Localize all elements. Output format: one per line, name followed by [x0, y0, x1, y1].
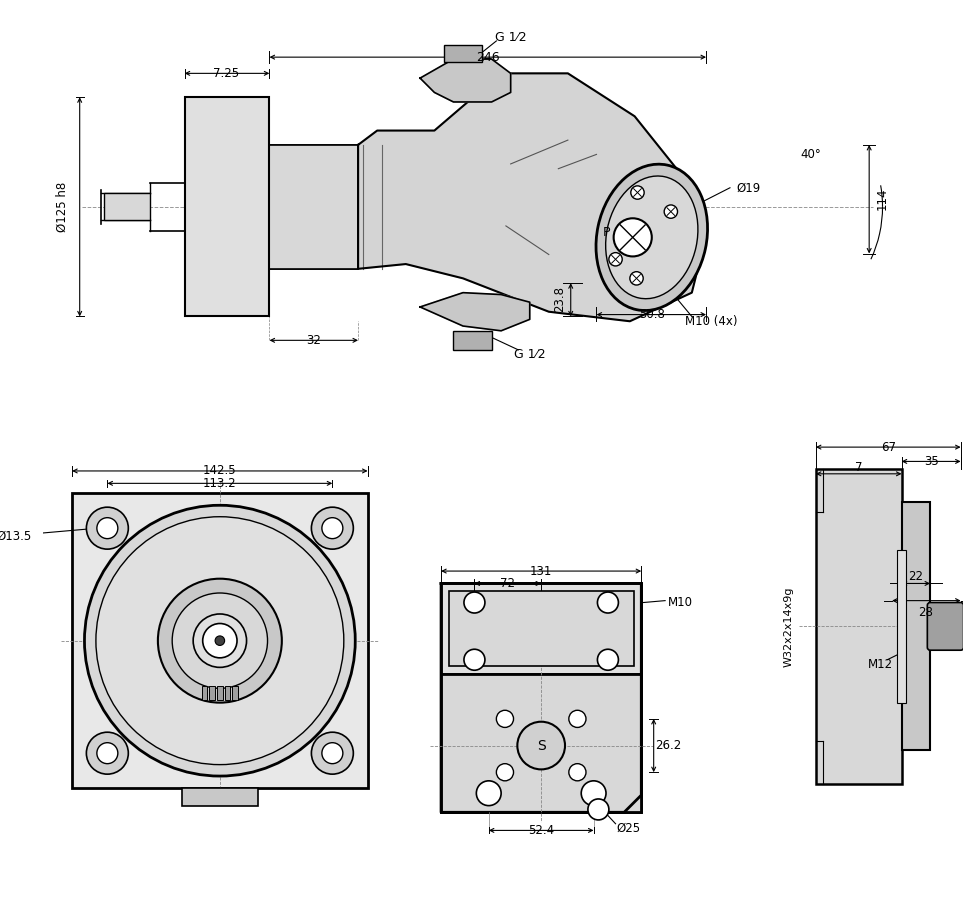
Bar [444, 45, 482, 62]
Text: 142.5: 142.5 [203, 465, 237, 477]
Circle shape [629, 271, 643, 285]
FancyBboxPatch shape [927, 602, 964, 650]
Text: Ø19: Ø19 [736, 182, 762, 194]
Text: 28: 28 [918, 606, 933, 619]
Circle shape [614, 218, 652, 256]
Bar [270, 145, 358, 269]
Text: 40°: 40° [801, 148, 821, 161]
Bar [182, 788, 258, 806]
Bar [184, 97, 270, 316]
Text: W32x2x14x9g: W32x2x14x9g [784, 586, 794, 667]
Circle shape [322, 743, 343, 763]
Bar [225, 687, 230, 699]
Ellipse shape [596, 165, 708, 310]
Circle shape [630, 186, 644, 200]
Polygon shape [442, 583, 641, 813]
Circle shape [85, 505, 356, 776]
Text: Ø13.5: Ø13.5 [0, 530, 32, 542]
Text: 114: 114 [876, 188, 889, 210]
Text: 35: 35 [924, 455, 939, 467]
Circle shape [569, 710, 586, 727]
Text: 246: 246 [476, 50, 499, 64]
Text: M10 (4x): M10 (4x) [684, 315, 737, 328]
Text: P: P [602, 226, 610, 239]
Circle shape [95, 517, 344, 765]
Circle shape [496, 763, 514, 781]
Bar [201, 687, 207, 699]
Circle shape [476, 781, 501, 806]
Bar [816, 469, 901, 784]
Circle shape [609, 253, 622, 266]
Text: 52.4: 52.4 [528, 823, 554, 837]
Circle shape [96, 518, 118, 539]
Bar [72, 493, 367, 788]
Circle shape [322, 518, 343, 539]
Text: S: S [537, 739, 546, 752]
Bar [232, 687, 238, 699]
Circle shape [311, 507, 354, 549]
Bar [448, 591, 633, 666]
Bar [217, 687, 223, 699]
Text: 23.8: 23.8 [552, 286, 566, 312]
Text: 32: 32 [306, 334, 321, 347]
Circle shape [569, 763, 586, 781]
Bar [104, 193, 150, 220]
Text: G 1⁄2: G 1⁄2 [514, 348, 546, 361]
Circle shape [96, 743, 118, 763]
Circle shape [173, 593, 268, 689]
Circle shape [158, 579, 281, 703]
Text: 22: 22 [908, 570, 924, 583]
Text: Ø125 h8: Ø125 h8 [56, 182, 69, 232]
Circle shape [87, 732, 128, 774]
Text: G 1⁄2: G 1⁄2 [495, 31, 526, 44]
Circle shape [193, 614, 247, 667]
Circle shape [464, 649, 485, 671]
Ellipse shape [605, 176, 698, 298]
Circle shape [215, 636, 225, 645]
Text: M10: M10 [668, 596, 693, 609]
Bar [897, 550, 906, 703]
Circle shape [202, 624, 237, 658]
Text: Ø25: Ø25 [617, 822, 641, 835]
Circle shape [311, 732, 354, 774]
Polygon shape [420, 59, 511, 102]
Circle shape [581, 781, 606, 806]
Text: 26.2: 26.2 [655, 739, 682, 752]
Text: 7.25: 7.25 [213, 67, 240, 80]
Bar [442, 674, 641, 813]
Text: 50.8: 50.8 [639, 308, 665, 321]
Circle shape [664, 205, 678, 218]
Bar [453, 331, 492, 350]
Text: 131: 131 [530, 565, 552, 577]
Circle shape [496, 710, 514, 727]
Polygon shape [420, 293, 530, 331]
Circle shape [598, 592, 619, 613]
Circle shape [87, 507, 128, 549]
Text: 113.2: 113.2 [203, 476, 237, 490]
Bar [901, 503, 930, 751]
Polygon shape [358, 74, 706, 321]
Circle shape [598, 649, 619, 671]
Bar [442, 583, 641, 674]
Bar [209, 687, 215, 699]
Text: 7: 7 [855, 460, 863, 474]
Text: 72: 72 [500, 577, 516, 590]
Bar [442, 583, 641, 813]
Text: M12: M12 [868, 658, 894, 671]
Circle shape [518, 722, 565, 770]
Text: 67: 67 [881, 441, 896, 454]
Circle shape [464, 592, 485, 613]
Circle shape [588, 799, 609, 820]
